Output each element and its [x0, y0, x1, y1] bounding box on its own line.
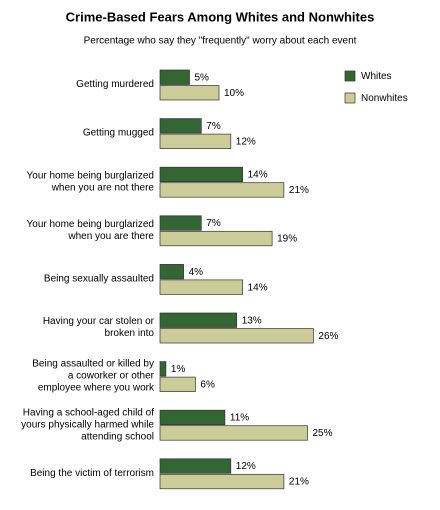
- category-label: Your home being burglarized: [27, 170, 155, 181]
- category-label: Having your car stolen or: [43, 316, 155, 327]
- category-label: Your home being burglarized: [27, 219, 155, 230]
- bar: [159, 279, 243, 295]
- bar: [159, 133, 232, 149]
- value-label: 25%: [313, 428, 333, 439]
- category-label: employee where you work: [38, 383, 155, 394]
- category-label: a coworker or other: [68, 371, 155, 382]
- legend-swatch: [344, 92, 356, 104]
- chart-title: Crime-Based Fears Among Whites and Nonwh…: [66, 9, 375, 24]
- value-label: 12%: [236, 461, 256, 472]
- value-label: 13%: [242, 315, 262, 326]
- bar: [159, 264, 184, 280]
- bar: [159, 425, 308, 441]
- value-label: 21%: [289, 477, 309, 488]
- legend-label: Nonwhites: [361, 93, 408, 104]
- category-label: Getting mugged: [83, 128, 154, 139]
- bar: [159, 215, 202, 231]
- category-label: Getting murdered: [76, 79, 154, 90]
- category-label: attending school: [81, 431, 154, 442]
- category-label: Being the victim of terrorism: [30, 468, 154, 479]
- bar: [159, 230, 273, 247]
- bar: [159, 166, 243, 183]
- chart-subtitle: Percentage who say they "frequently" wor…: [84, 36, 357, 47]
- legend-swatch: [344, 70, 356, 82]
- bar: [159, 361, 167, 377]
- bar: [159, 473, 285, 490]
- bar: [159, 182, 285, 198]
- bar: [159, 376, 196, 392]
- value-label: 7%: [206, 121, 221, 132]
- category-label: yours physically harmed while: [21, 419, 154, 430]
- category-label: when you are there: [67, 231, 154, 242]
- bar: [159, 328, 314, 344]
- value-label: 5%: [195, 72, 210, 83]
- bar: [159, 118, 202, 134]
- value-label: 7%: [206, 218, 221, 229]
- value-label: 12%: [236, 136, 256, 147]
- bar: [159, 312, 238, 328]
- category-label: Being sexually assaulted: [44, 274, 154, 285]
- value-label: 1%: [171, 364, 186, 375]
- value-label: 19%: [277, 234, 297, 245]
- category-label: Having a school-aged child of: [23, 407, 154, 418]
- bar: [159, 69, 190, 85]
- value-label: 4%: [189, 267, 204, 278]
- category-label: Being assaulted or killed by: [32, 359, 154, 370]
- value-label: 6%: [200, 379, 215, 390]
- value-label: 21%: [289, 185, 309, 196]
- value-label: 10%: [224, 88, 244, 99]
- value-label: 14%: [248, 170, 268, 181]
- category-label: when you are not there: [51, 182, 155, 193]
- value-label: 14%: [248, 282, 268, 293]
- legend-label: Whites: [361, 71, 392, 82]
- bar: [159, 85, 220, 101]
- value-label: 26%: [318, 331, 338, 342]
- bar: [159, 409, 226, 426]
- value-label: 11%: [230, 413, 249, 424]
- bar: [159, 458, 232, 474]
- category-label: broken into: [105, 328, 155, 339]
